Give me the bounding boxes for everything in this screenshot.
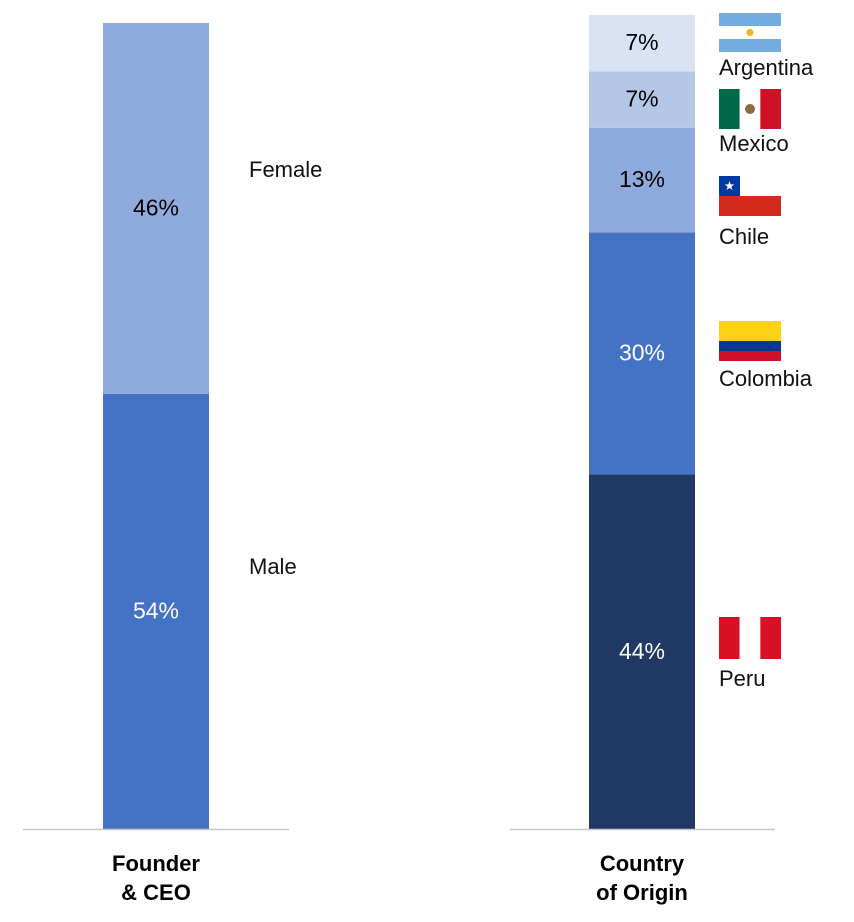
data-label-mexico: 7% — [625, 86, 658, 112]
data-label-colombia: 30% — [619, 340, 665, 366]
legend-label-female: Female — [249, 157, 322, 182]
chile-flag-icon — [719, 176, 781, 216]
data-label-chile: 13% — [619, 166, 665, 192]
founder-ceo-chart: 54% Male 46% Female Founder & CEO — [23, 23, 322, 905]
bar-segment-argentina — [589, 14, 695, 72]
data-label-peru: 44% — [619, 638, 665, 664]
mexico-flag-icon — [719, 89, 781, 129]
category-label-line: of Origin — [596, 880, 688, 905]
peru-flag-icon — [719, 617, 781, 659]
category-label-line: Country — [600, 851, 685, 876]
category-label: Country of Origin — [596, 851, 688, 905]
argentina-flag-icon — [719, 13, 781, 52]
bar-segment-male — [103, 393, 209, 829]
legend-label-male: Male — [249, 554, 297, 579]
bar-segment-female — [103, 23, 209, 394]
data-label-male: 54% — [133, 597, 179, 623]
colombia-flag-icon — [719, 321, 781, 361]
data-label-female: 46% — [133, 194, 179, 220]
legend-label-peru: Peru — [719, 666, 765, 691]
bar-segment-peru — [589, 474, 695, 829]
bar-segment-chile — [589, 127, 695, 233]
legend-label-chile: Chile — [719, 224, 769, 249]
category-label-line: & CEO — [121, 880, 191, 905]
bar-segment-colombia — [589, 232, 695, 475]
category-label-line: Founder — [112, 851, 200, 876]
country-of-origin-chart: 44% Peru 30% Colombia 13% Chile 7% Mexico 7% Arge… — [510, 13, 814, 905]
category-label: Founder & CEO — [112, 851, 200, 905]
legend-label-argentina: Argentina — [719, 55, 814, 80]
bar-segment-mexico — [589, 71, 695, 128]
legend-label-colombia: Colombia — [719, 366, 813, 391]
data-label-argentina: 7% — [625, 29, 658, 55]
legend-label-mexico: Mexico — [719, 131, 789, 156]
